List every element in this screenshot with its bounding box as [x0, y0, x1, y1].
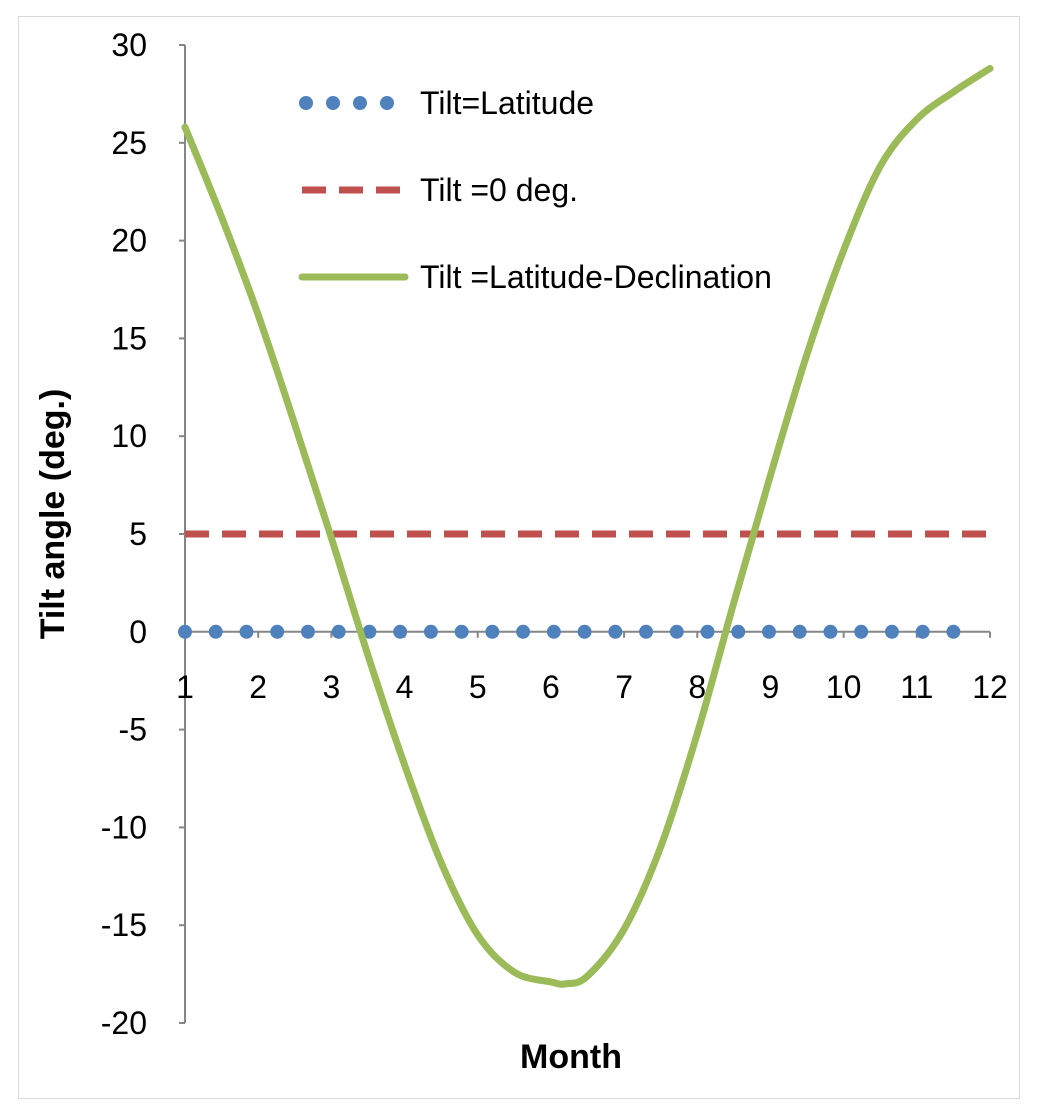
data-point	[485, 624, 500, 639]
x-tick-label: 2	[249, 669, 267, 705]
series-line	[181, 64, 994, 988]
data-point	[884, 624, 899, 639]
data-point	[946, 624, 961, 639]
legend: Tilt=Latitude Tilt =0 deg. Tilt =Latitud…	[298, 85, 772, 295]
data-point	[854, 624, 869, 639]
data-point	[270, 624, 285, 639]
legend-label-tilt-latitude: Tilt=Latitude	[420, 85, 594, 121]
y-tick-label: 20	[111, 223, 147, 259]
x-tick-label: 6	[542, 669, 560, 705]
x-tick-label: 12	[972, 669, 1008, 705]
data-point	[178, 624, 192, 639]
series	[178, 64, 994, 988]
legend-label-tilt-latitude-declination: Tilt =Latitude-Declination	[420, 259, 772, 295]
data-point	[608, 624, 623, 639]
data-point	[546, 624, 561, 639]
data-point	[915, 624, 930, 639]
y-tick-label: 25	[111, 125, 147, 161]
y-tick-label: 10	[111, 418, 147, 454]
x-tick-label: 5	[469, 669, 487, 705]
data-point	[823, 624, 838, 639]
series-2	[181, 64, 994, 988]
data-point	[393, 624, 408, 639]
data-point	[577, 624, 592, 639]
y-tick-label: 5	[129, 516, 147, 552]
data-point	[731, 624, 746, 639]
y-axis-title: Tilt angle (deg.)	[34, 389, 72, 640]
x-axis-title: Month	[520, 1038, 622, 1076]
y-tick-label: -15	[101, 907, 147, 943]
data-point	[792, 624, 807, 639]
y-tick-label: 30	[111, 27, 147, 63]
data-point	[516, 624, 531, 639]
x-tick-label: 7	[615, 669, 633, 705]
x-tick-label: 1	[176, 669, 194, 705]
data-point	[454, 624, 469, 639]
data-point	[239, 624, 254, 639]
data-point	[208, 624, 223, 639]
data-point	[362, 624, 377, 639]
data-point	[669, 624, 684, 639]
data-point	[639, 624, 654, 639]
y-tick-label: -10	[101, 809, 147, 845]
series-0	[178, 624, 961, 639]
data-point	[761, 624, 776, 639]
x-tick-label: 4	[396, 669, 414, 705]
y-tick-label: 0	[129, 614, 147, 650]
x-tick-label: 10	[826, 669, 862, 705]
y-tick-label: 15	[111, 320, 147, 356]
data-point	[423, 624, 438, 639]
data-point	[700, 624, 715, 639]
y-tick-label: -20	[101, 1005, 147, 1041]
legend-label-tilt-zero: Tilt =0 deg.	[420, 172, 578, 208]
x-tick-label: 11	[900, 669, 933, 705]
y-axis-ticks: 30 25 20 15 10 5 0 -5 -10 -15 -20	[101, 27, 185, 1041]
x-tick-label: 9	[762, 669, 780, 705]
x-axis-ticks: 1 2 3 4 5 6 7 8 9 10 11 12	[176, 631, 1008, 705]
data-point	[331, 624, 346, 639]
x-tick-label: 8	[688, 669, 706, 705]
data-point	[300, 624, 315, 639]
y-tick-label: -5	[119, 712, 147, 748]
x-tick-label: 3	[322, 669, 340, 705]
